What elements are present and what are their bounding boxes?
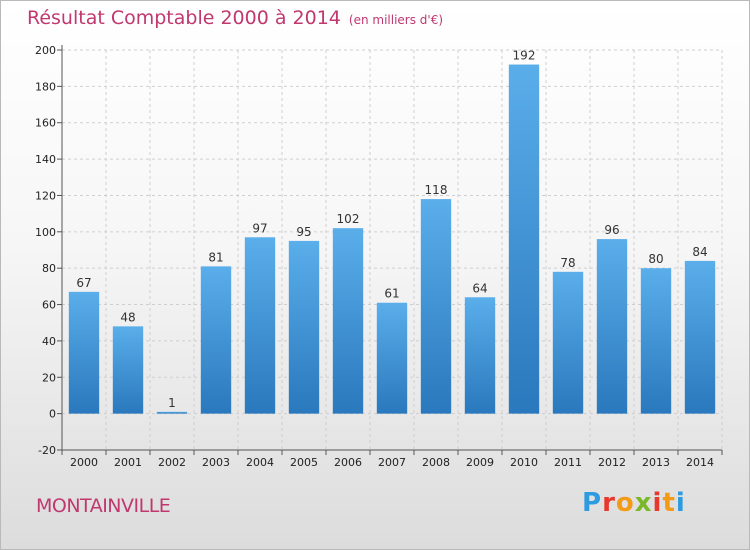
x-tick-label-2007: 2007	[378, 456, 406, 469]
bar-2008	[420, 199, 452, 414]
logo-letter: i	[675, 488, 686, 518]
value-label-2008: 118	[425, 183, 448, 197]
y-tick-label: 60	[42, 299, 56, 312]
y-tick-label: 100	[35, 226, 56, 239]
value-label-2007: 61	[384, 287, 399, 301]
bar-2005	[288, 240, 320, 414]
y-tick-label: 20	[42, 371, 56, 384]
value-label-2005: 95	[296, 225, 311, 239]
y-tick-labels: -20 0 20 40 60 80 100 120 140 160 180 200	[35, 44, 56, 457]
value-label-2002: 1	[168, 396, 176, 410]
logo-letter: x	[634, 488, 653, 518]
y-tick-label: 160	[35, 117, 56, 130]
logo-letter: P	[582, 488, 603, 518]
bar-2007	[376, 302, 408, 414]
bar-2004	[244, 237, 276, 414]
bar-2001	[112, 326, 144, 414]
bar-2011	[552, 271, 584, 414]
logo-letter: o	[615, 488, 635, 518]
bar-2002	[156, 411, 188, 414]
bar-2014	[684, 260, 716, 414]
x-tick-label-2013: 2013	[642, 456, 670, 469]
bars	[68, 64, 716, 414]
y-tick-label: 180	[35, 80, 56, 93]
title-unit: (en milliers d'€)	[348, 13, 444, 27]
bar-2010	[508, 64, 540, 414]
bar-2006	[332, 228, 364, 414]
value-label-2012: 96	[604, 223, 619, 237]
y-tick-label: 0	[49, 408, 56, 421]
x-tick-label-2000: 2000	[70, 456, 98, 469]
bar-2003	[200, 266, 232, 414]
y-tick-label: 40	[42, 335, 56, 348]
proxiti-logo: Proxiti	[582, 488, 686, 518]
value-label-2013: 80	[648, 252, 663, 266]
logo-letter: t	[662, 488, 676, 518]
x-tick-label-2003: 2003	[202, 456, 230, 469]
value-label-2006: 102	[337, 212, 360, 226]
value-label-2010: 192	[513, 49, 536, 63]
x-tick-label-2004: 2004	[246, 456, 274, 469]
bar-2000	[68, 291, 100, 414]
x-tick-label-2011: 2011	[554, 456, 582, 469]
x-tick-label-2009: 2009	[466, 456, 494, 469]
value-label-2014: 84	[692, 245, 707, 259]
title-text: Résultat Comptable 2000 à 2014	[27, 7, 341, 29]
value-label-2000: 67	[76, 276, 91, 290]
x-tick-label-2005: 2005	[290, 456, 318, 469]
x-tick-labels: 2000 2001 2002 2003 2004 2005 2006 2007 2008 2009…	[70, 456, 714, 469]
bar-2009	[464, 297, 496, 414]
bar-2012	[596, 239, 628, 414]
value-label-2003: 81	[208, 250, 223, 264]
x-tick-label-2002: 2002	[158, 456, 186, 469]
x-tick-label-2008: 2008	[422, 456, 450, 469]
y-tick-label: 200	[35, 44, 56, 57]
town-name: MONTAINVILLE	[36, 495, 171, 517]
y-tick-label: 120	[35, 189, 56, 202]
axes	[57, 45, 723, 455]
x-tick-label-2014: 2014	[686, 456, 714, 469]
chart-title: Résultat Comptable 2000 à 2014 (en millie…	[27, 7, 443, 29]
x-tick-label-2012: 2012	[598, 456, 626, 469]
logo-letter: i	[652, 488, 663, 518]
y-tick-label: -20	[38, 444, 56, 457]
bar-2013	[640, 268, 672, 414]
x-tick-label-2006: 2006	[334, 456, 362, 469]
value-labels: 67 48 1 81 97 95 102 61 118 64 192 78 96 80 84	[76, 49, 707, 410]
x-tick-label-2010: 2010	[510, 456, 538, 469]
logo-letter: r	[602, 488, 616, 518]
x-tick-label-2001: 2001	[114, 456, 142, 469]
value-label-2011: 78	[560, 256, 575, 270]
y-tick-label: 80	[42, 262, 56, 275]
value-label-2009: 64	[472, 281, 487, 295]
y-tick-label: 140	[35, 153, 56, 166]
value-label-2004: 97	[252, 221, 267, 235]
value-label-2001: 48	[120, 310, 135, 324]
